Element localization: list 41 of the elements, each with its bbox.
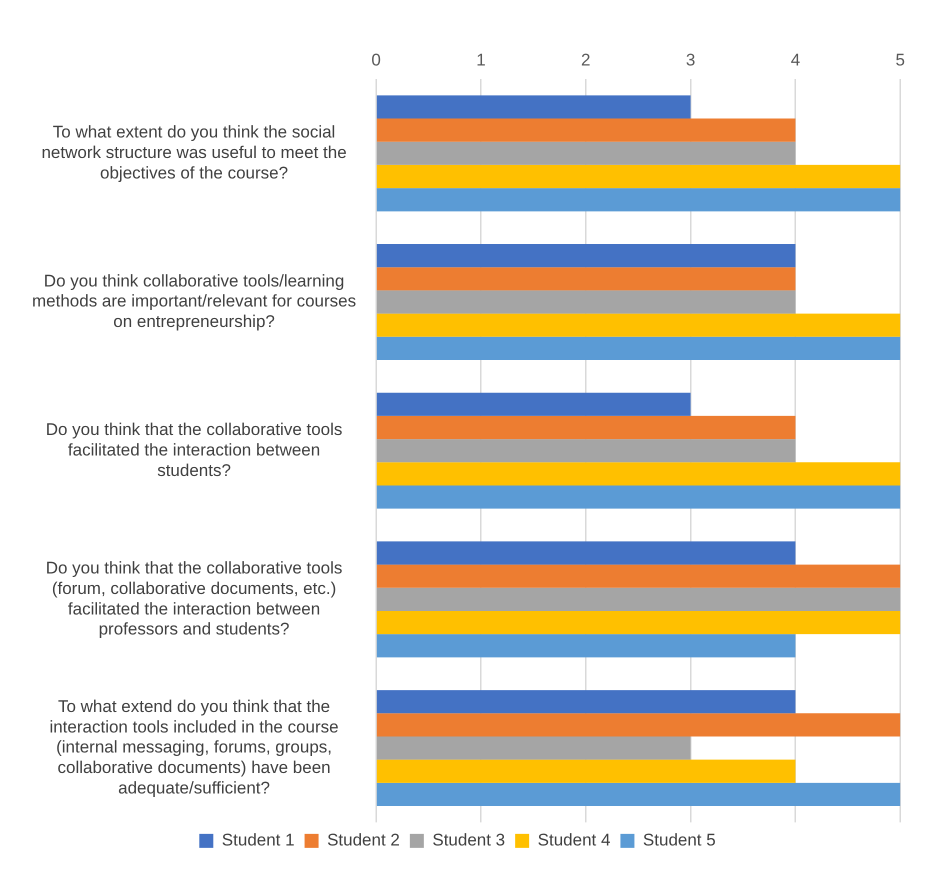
bar: [376, 610, 900, 634]
bar: [376, 164, 900, 188]
bar: [376, 462, 900, 486]
y-tick-label: To what extend do you think that the interaction tools included in the course (internal messaging, forums, groups, collaborative documents) have been adequate/sufficient?: [49, 696, 339, 798]
x-tick-label: 4: [790, 50, 800, 70]
x-tick-label: 1: [476, 50, 486, 70]
bar: [376, 244, 796, 268]
bar: [376, 416, 796, 440]
bar: [376, 782, 900, 806]
y-tick-label: Do you think that the collaborative tools facilitated the interaction between students?: [46, 420, 342, 480]
bar: [376, 760, 796, 783]
bar: [376, 541, 796, 565]
bar: [376, 485, 900, 509]
bar: [376, 564, 900, 588]
bar: [376, 736, 691, 760]
x-tick-label: 5: [896, 50, 906, 70]
y-tick-label: Do you think collaborative tools/learning methods are important/relevant for courses on entrepreneurship?: [32, 271, 356, 332]
bar: [376, 439, 796, 462]
bar: [376, 267, 796, 290]
x-tick-label: 0: [371, 50, 381, 70]
legend-label: Student 4: [538, 830, 610, 850]
bar: [376, 290, 796, 314]
legend-label: Student 1: [222, 830, 295, 850]
bar: [376, 336, 900, 360]
bar: [376, 713, 900, 736]
bar: [376, 634, 796, 658]
legend-label: Student 5: [642, 830, 716, 850]
x-tick-label: 2: [581, 50, 590, 70]
legend-label: Student 2: [327, 830, 400, 850]
x-tick-label: 3: [686, 50, 696, 70]
bar: [376, 188, 900, 212]
bar: [376, 392, 691, 416]
legend-label: Student 3: [432, 830, 506, 850]
y-tick-label: Do you think that the collaborative tools (forum, collaborative documents, etc.) facilitated the interaction between professors and students?: [46, 558, 342, 639]
y-tick-label: To what extent do you think the social network structure was useful to meet the objectives of the course?: [41, 122, 347, 182]
bar: [376, 95, 691, 119]
bar: [376, 142, 796, 165]
bar: [376, 314, 900, 337]
bar: [376, 588, 900, 611]
bar: [376, 690, 796, 714]
bar: [376, 118, 796, 142]
